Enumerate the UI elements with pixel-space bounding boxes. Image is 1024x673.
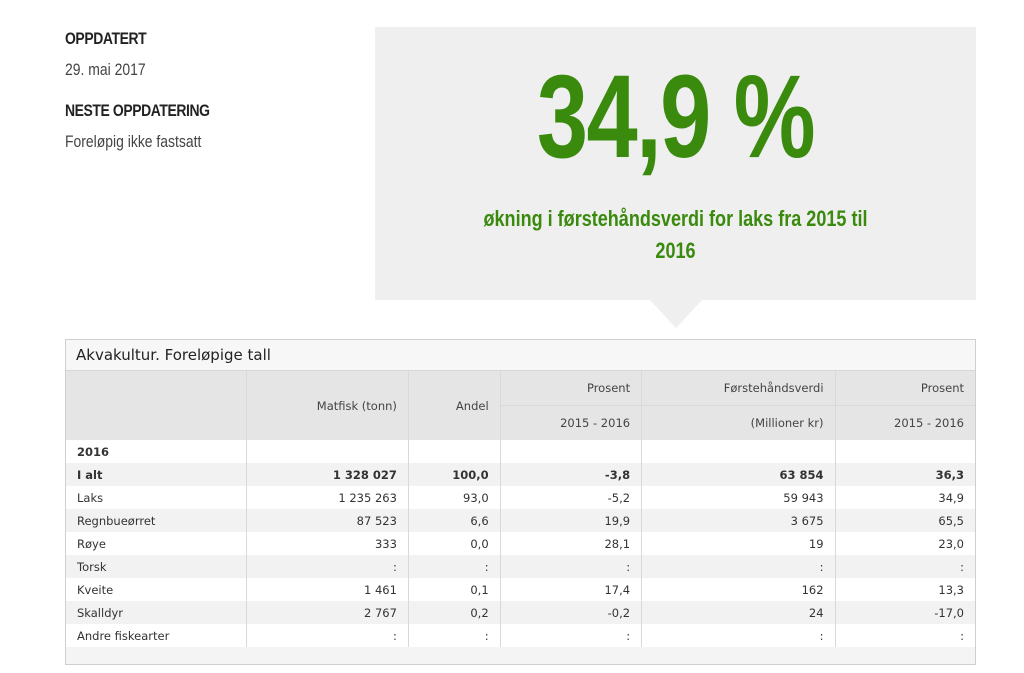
- table-row: Torsk : : : : :: [66, 555, 975, 578]
- updated-date: 29. mai 2017: [65, 60, 146, 79]
- header-blank: [66, 371, 248, 440]
- cell-matfisk: :: [246, 555, 409, 578]
- cell-prosent-2: :: [835, 555, 975, 578]
- row-label: Regnbueørret: [66, 509, 248, 532]
- row-label: Andre fiskearter: [66, 624, 248, 647]
- cell-verdi: 63 854: [641, 463, 836, 486]
- next-update-label: NESTE OPPDATERING: [65, 101, 210, 120]
- cell-prosent-1: 19,9: [500, 509, 643, 532]
- table-row: Laks 1 235 263 93,0 -5,2 59 943 34,9: [66, 486, 975, 509]
- cell-prosent-1: -0,2: [500, 601, 643, 624]
- table-row-year: 2016: [66, 440, 975, 463]
- cell-verdi: 19: [641, 532, 836, 555]
- row-label: Laks: [66, 486, 248, 509]
- table-row: I alt 1 328 027 100,0 -3,8 63 854 36,3: [66, 463, 975, 486]
- cell-verdi: 24: [641, 601, 836, 624]
- header-prosent-2: Prosent: [835, 371, 975, 406]
- cell-prosent-2: -17,0: [835, 601, 975, 624]
- cell-matfisk: :: [246, 624, 409, 647]
- table-row: Andre fiskearter : : : : :: [66, 624, 975, 647]
- cell-verdi: 59 943: [641, 486, 836, 509]
- cell-prosent-1: -5,2: [500, 486, 643, 509]
- cell-prosent-1: -3,8: [500, 463, 643, 486]
- cell-prosent-2: 65,5: [835, 509, 975, 532]
- cell-prosent-2: 34,9: [835, 486, 975, 509]
- cell-andel: :: [408, 624, 501, 647]
- metadata-column: OPPDATERT 29. mai 2017 NESTE OPPDATERING…: [65, 28, 325, 153]
- header-andel: Andel: [408, 371, 501, 440]
- cell-andel: 0,0: [408, 532, 501, 555]
- cell-verdi: 162: [641, 578, 836, 601]
- cell-andel: 6,6: [408, 509, 501, 532]
- cell-verdi: :: [641, 624, 836, 647]
- cell-andel: 0,2: [408, 601, 501, 624]
- cell-prosent-1: 28,1: [500, 532, 643, 555]
- cell-prosent-2: 13,3: [835, 578, 975, 601]
- cell-matfisk: 1 235 263: [246, 486, 409, 509]
- key-figure-box: 34,9 % økning i førstehåndsverdi for lak…: [375, 27, 976, 328]
- table-row: Regnbueørret 87 523 6,6 19,9 3 675 65,5: [66, 509, 975, 532]
- statistics-table: Matfisk (tonn) Andel Prosent Førstehånds…: [66, 371, 975, 647]
- row-label: Torsk: [66, 555, 248, 578]
- updated-label: OPPDATERT: [65, 29, 147, 48]
- key-figure-value: 34,9 %: [536, 51, 816, 183]
- cell-prosent-1: :: [500, 624, 643, 647]
- cell-prosent-2: 23,0: [835, 532, 975, 555]
- cell-andel: 0,1: [408, 578, 501, 601]
- cell-matfisk: 333: [246, 532, 409, 555]
- cell-andel: 100,0: [408, 463, 501, 486]
- header-verdi: Førstehåndsverdi: [641, 371, 836, 406]
- table-title: Akvakultur. Foreløpige tall: [66, 340, 975, 371]
- year-label: 2016: [66, 440, 248, 463]
- header-matfisk: Matfisk (tonn): [246, 371, 409, 440]
- row-label: Kveite: [66, 578, 248, 601]
- cell-matfisk: 1 328 027: [246, 463, 409, 486]
- cell-matfisk: 87 523: [246, 509, 409, 532]
- statistics-table-panel: Akvakultur. Foreløpige tall Matfisk (ton…: [65, 339, 976, 665]
- next-update-value: Foreløpig ikke fastsatt: [65, 132, 202, 151]
- cell-matfisk: 2 767: [246, 601, 409, 624]
- key-figure-text: økning i førstehåndsverdi for laks fra 2…: [483, 206, 868, 263]
- cell-prosent-2: :: [835, 624, 975, 647]
- header-prosent-1: Prosent: [500, 371, 643, 406]
- cell-prosent-2: 36,3: [835, 463, 975, 486]
- cell-verdi: :: [641, 555, 836, 578]
- cell-andel: :: [408, 555, 501, 578]
- table-row: Skalldyr 2 767 0,2 -0,2 24 -17,0: [66, 601, 975, 624]
- header-prosent-2-sub: 2015 - 2016: [835, 405, 975, 440]
- header-verdi-sub: (Millioner kr): [641, 405, 836, 440]
- header-prosent-1-sub: 2015 - 2016: [500, 405, 643, 440]
- cell-andel: 93,0: [408, 486, 501, 509]
- cell-verdi: 3 675: [641, 509, 836, 532]
- row-label: I alt: [66, 463, 248, 486]
- cell-prosent-1: :: [500, 555, 643, 578]
- cell-prosent-1: 17,4: [500, 578, 643, 601]
- table-row: Røye 333 0,0 28,1 19 23,0: [66, 532, 975, 555]
- table-row: Kveite 1 461 0,1 17,4 162 13,3: [66, 578, 975, 601]
- row-label: Skalldyr: [66, 601, 248, 624]
- cell-matfisk: 1 461: [246, 578, 409, 601]
- row-label: Røye: [66, 532, 248, 555]
